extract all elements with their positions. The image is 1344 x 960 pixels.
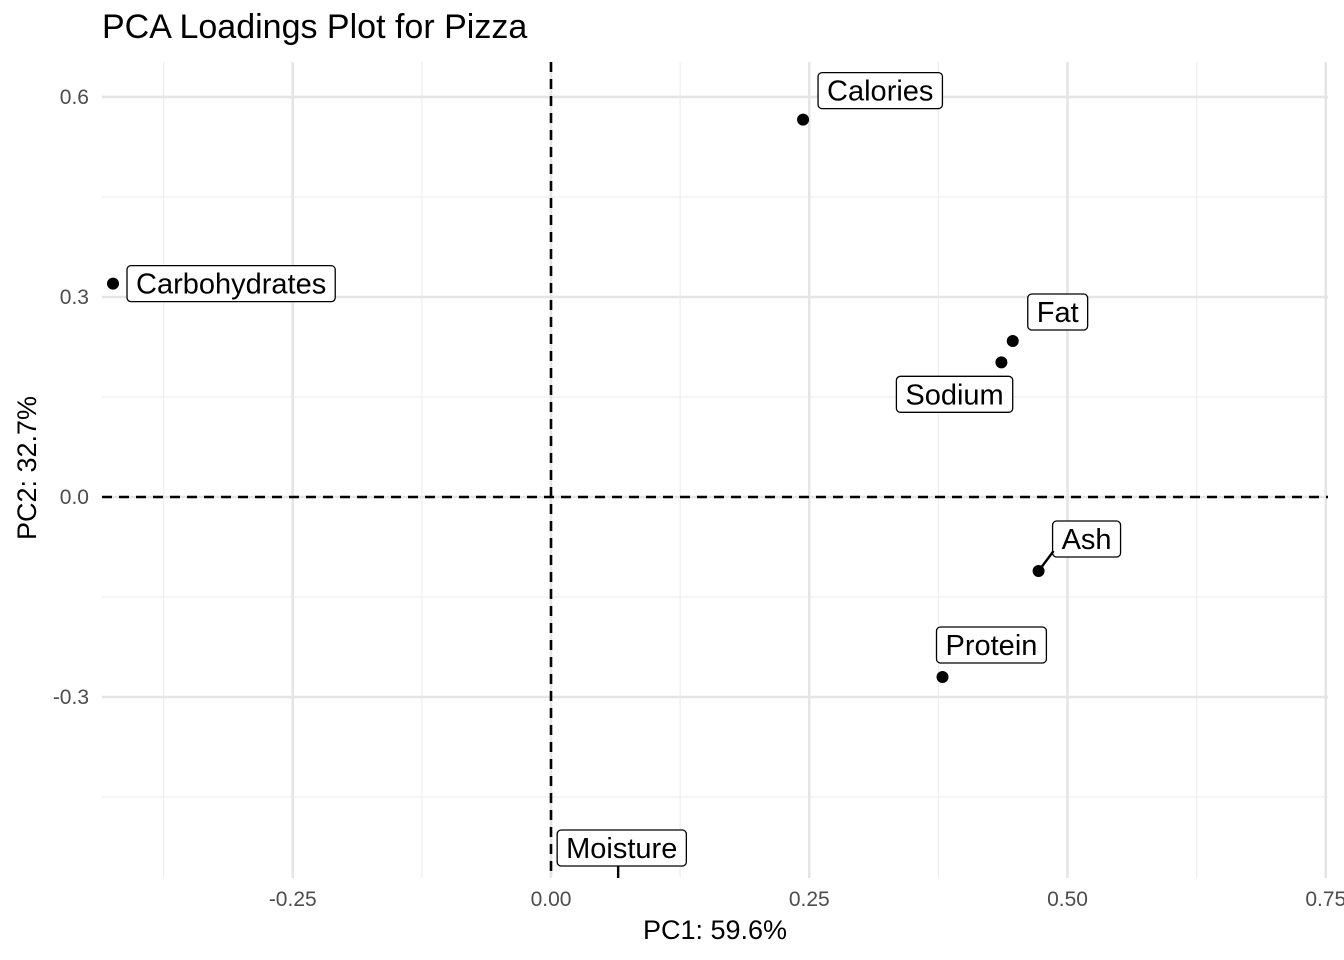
y-axis-title: PC2: 32.7% [12,396,42,540]
point-label-ash: Ash [1051,520,1122,558]
label-text-sodium: Sodium [905,379,1003,411]
x-tick-label: 0.50 [1047,888,1088,911]
point-label-fat: Fat [1027,293,1089,331]
data-point-protein [936,671,949,684]
chart-title: PCA Loadings Plot for Pizza [102,8,527,46]
data-point-fat [1006,334,1019,347]
y-tick-label: 0.0 [60,486,89,509]
x-tick-label: 0.75 [1305,888,1344,911]
point-label-calories: Calories [817,71,944,110]
y-tick-label: -0.3 [53,686,89,709]
x-tick-label: 0.25 [789,888,830,911]
label-box-fat [1027,293,1089,331]
reference-lines [102,62,1328,878]
label-box-moisture [556,829,687,867]
y-tick-label: 0.6 [60,86,89,109]
point-label-sodium: Sodium [895,375,1014,413]
label-text-carbohydrates: Carbohydrates [136,269,326,301]
label-text-fat: Fat [1037,297,1079,329]
data-point-carbohydrates [107,277,120,290]
label-text-calories: Calories [827,76,933,108]
label-box-protein [935,626,1048,664]
point-label-carbohydrates: Carbohydrates [126,265,336,303]
data-point-calories [797,113,810,126]
y-tick-label: 0.3 [60,286,89,309]
label-text-moisture: Moisture [566,833,677,865]
data-point-ash [1032,565,1045,578]
x-tick-label: -0.25 [269,888,317,911]
minor-gridlines [102,62,1328,878]
label-box-carbohydrates [126,265,336,303]
label-box-ash [1051,520,1122,558]
x-axis-title: PC1: 59.6% [643,915,787,945]
point-label-protein: Protein [935,626,1048,664]
major-gridlines [102,62,1328,878]
data-points [107,113,1045,684]
point-labels: Calories Carbohydrates Fat Sodium Ash Protein… [126,71,1122,878]
label-box-calories [817,71,944,110]
y-axis-ticks: -0.3 0.0 0.3 0.6 [53,86,89,709]
label-box-sodium [895,375,1014,413]
data-point-sodium [995,356,1008,369]
label-text-protein: Protein [946,630,1038,662]
x-axis-ticks: -0.25 0.00 0.25 0.50 0.75 [269,888,1344,911]
x-tick-label: 0.00 [531,888,572,911]
point-label-moisture: Moisture [556,829,687,867]
label-text-ash: Ash [1062,524,1112,556]
